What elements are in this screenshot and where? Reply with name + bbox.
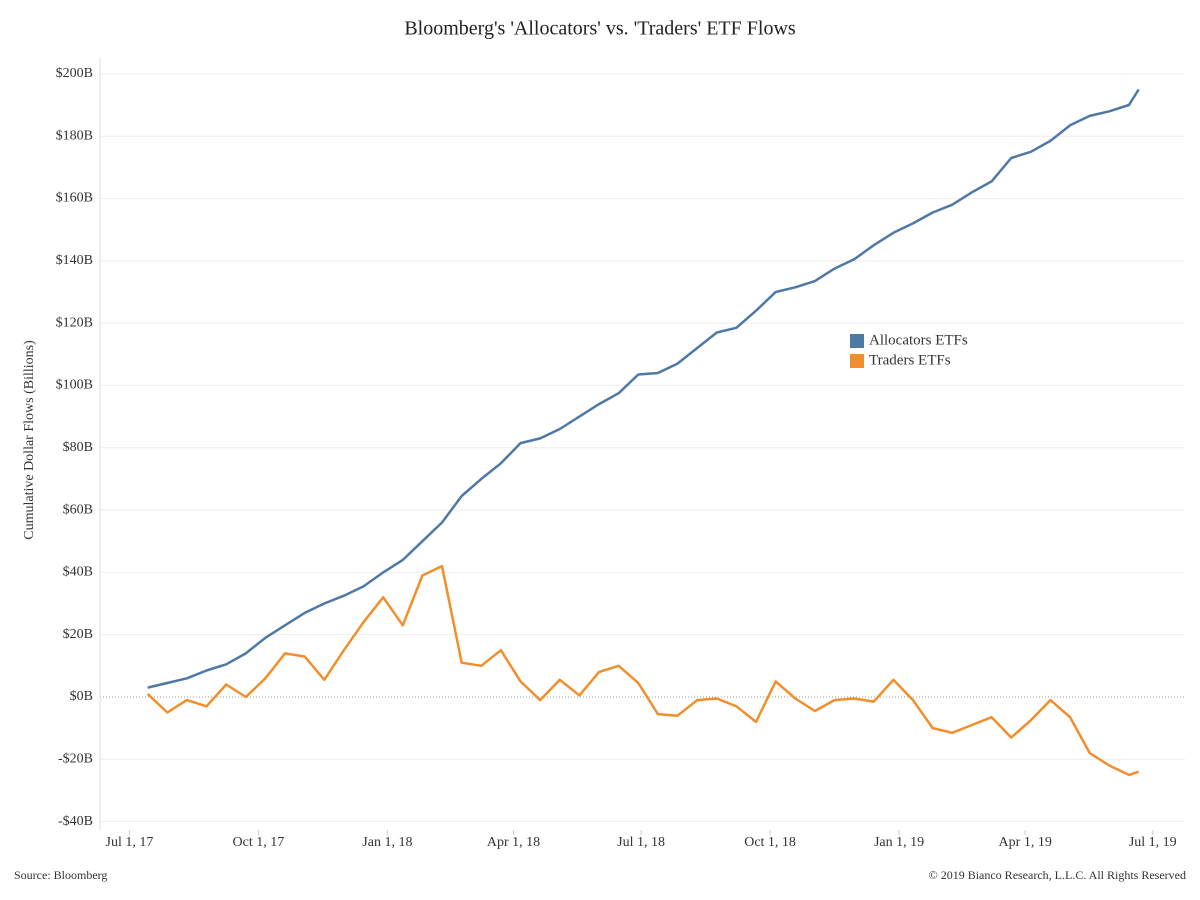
x-tick-label: Oct 1, 17 (233, 835, 285, 850)
y-tick-label: $20B (63, 627, 93, 642)
x-tick-label: Jul 1, 18 (617, 835, 665, 850)
y-tick-label: $180B (56, 128, 93, 143)
y-tick-label: $200B (56, 66, 93, 81)
y-tick-label: $140B (56, 253, 93, 268)
y-tick-label: $40B (63, 565, 93, 580)
x-tick-label: Apr 1, 19 (999, 835, 1052, 850)
x-tick-label: Apr 1, 18 (487, 835, 540, 850)
x-tick-label: Jan 1, 18 (362, 835, 412, 850)
source: Source: Bloomberg (14, 868, 107, 882)
y-tick-label: -$20B (58, 751, 93, 766)
y-tick-label: $160B (56, 191, 93, 206)
x-tick-label: Oct 1, 18 (744, 835, 796, 850)
x-tick-label: Jan 1, 19 (874, 835, 924, 850)
y-tick-label: $60B (63, 502, 93, 517)
x-tick-label: Jul 1, 19 (1129, 835, 1177, 850)
y-axis-label: Cumulative Dollar Flows (Billions) (22, 340, 37, 540)
series-line (146, 564, 1140, 777)
y-tick-label: $120B (56, 315, 93, 330)
legend-swatch (850, 354, 864, 368)
y-tick-label: $0B (70, 689, 93, 704)
chart-title: Bloomberg's 'Allocators' vs. 'Traders' E… (404, 18, 796, 40)
legend-label: Allocators ETFs (869, 332, 968, 348)
y-tick-label: $80B (63, 440, 93, 455)
legend-label: Traders ETFs (869, 352, 951, 368)
legend-swatch (850, 334, 864, 348)
y-tick-label: -$40B (58, 814, 93, 829)
copyright: © 2019 Bianco Research, L.L.C. All Right… (929, 868, 1186, 882)
y-tick-label: $100B (56, 378, 93, 393)
series-line (147, 88, 1140, 689)
x-tick-label: Jul 1, 17 (106, 835, 154, 850)
